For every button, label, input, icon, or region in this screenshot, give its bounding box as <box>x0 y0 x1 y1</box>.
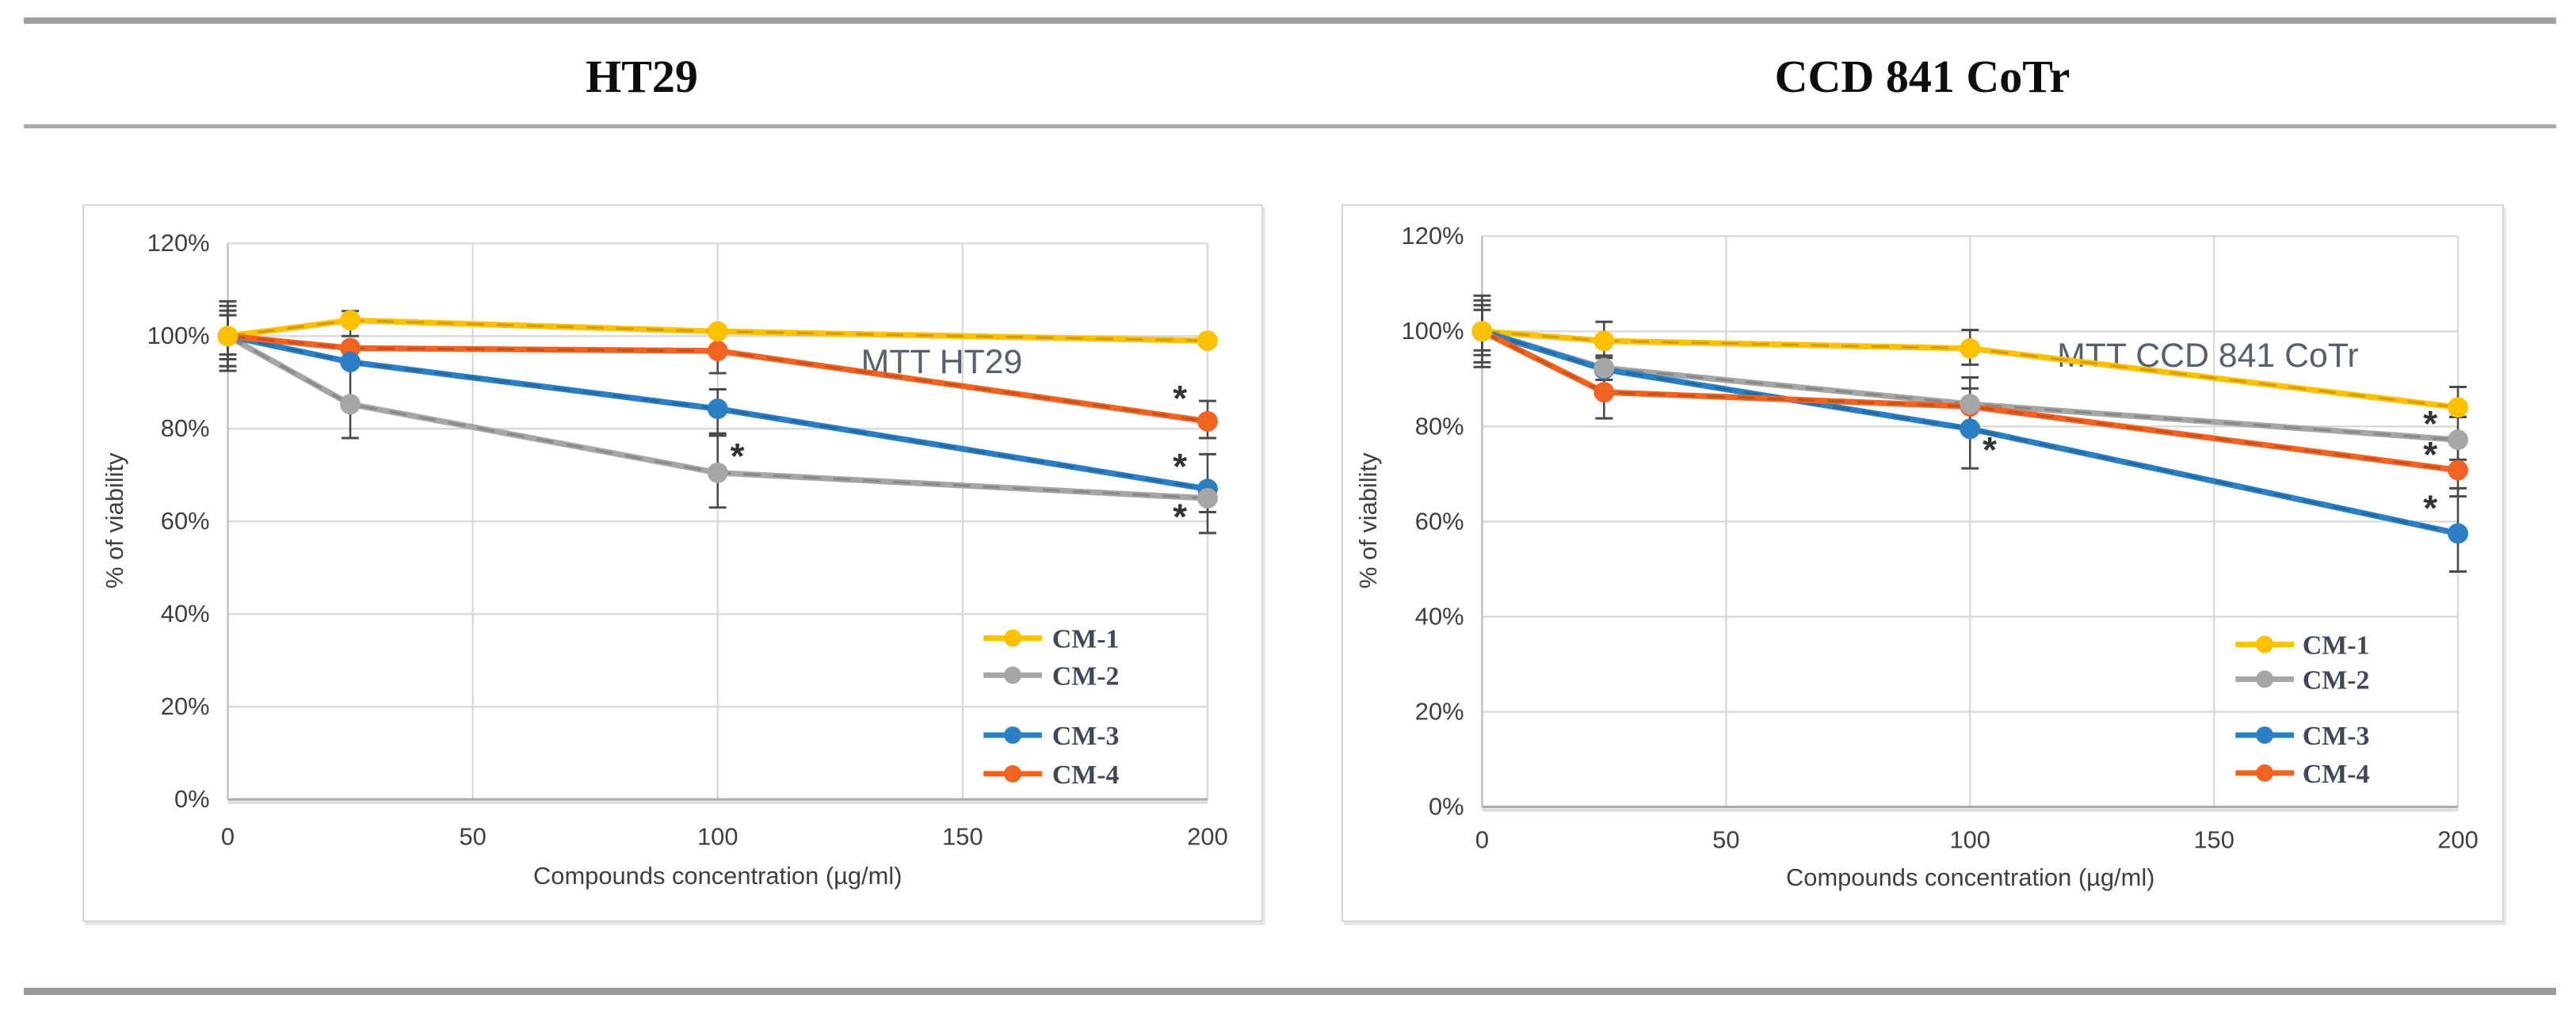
top-rule <box>24 17 2556 24</box>
x-axis-tick-label: 0 <box>221 822 235 850</box>
series-line-CM-2 <box>224 333 1211 501</box>
legend-item-CM-3: CM-3 <box>1052 722 1120 751</box>
series-line-gloss-CM-2 <box>227 334 1208 500</box>
data-point-CM-1 <box>1593 330 1615 352</box>
x-axis-tick-label: 150 <box>2193 825 2234 853</box>
series-line-CM-1 <box>1479 328 2461 411</box>
series-line-gloss-CM-3 <box>227 334 1208 490</box>
y-axis-tick-label: 20% <box>1415 698 1464 726</box>
right-panel-title: CCD 841 CoTr <box>1774 51 2070 102</box>
data-point-CM-1 <box>217 326 239 347</box>
legend-item-CM-4: CM-4 <box>2303 760 2370 789</box>
data-point-CM-2 <box>707 462 728 483</box>
x-axis-tick-label: 100 <box>1949 825 1990 853</box>
x-axis-tick-label: 50 <box>459 822 486 850</box>
legend-marker-CM-3 <box>1004 726 1022 744</box>
y-axis-tick-label: 120% <box>147 229 210 257</box>
y-axis-tick-label: 0% <box>174 785 210 813</box>
data-point-CM-4 <box>707 341 728 361</box>
x-axis-tick-label: 50 <box>1712 825 1739 853</box>
chart-title: MTT CCD 841 CoTr <box>2057 337 2358 375</box>
mtt-ccd841-chart: 120% 100% 80% 60% 40% 20% 0% 0 50 100 150 200 Compou… <box>1354 222 2479 891</box>
significance-asterisk: * <box>2423 403 2437 444</box>
legend-item-CM-4: CM-4 <box>1052 760 1120 790</box>
significance-asterisk: * <box>2423 488 2437 528</box>
x-axis-tick-label: 0 <box>1475 825 1489 853</box>
legend-marker-CM-1 <box>1004 629 1022 647</box>
data-point-CM-4 <box>2448 459 2468 481</box>
data-point-CM-1 <box>1960 337 1981 359</box>
significance-asterisk: * <box>731 436 745 476</box>
data-point-CM-2 <box>1960 394 1981 415</box>
y-axis-tick-label: 40% <box>1415 602 1464 630</box>
legend-item-CM-1: CM-1 <box>2303 631 2370 660</box>
y-axis-tick-label: 60% <box>1415 507 1464 535</box>
y-axis-tick-label: 120% <box>1402 222 1464 250</box>
x-axis-tick-label: 200 <box>1187 822 1228 850</box>
data-point-CM-2 <box>2448 429 2468 451</box>
significance-asterisk: * <box>1173 497 1187 537</box>
y-axis-tick-label: 80% <box>161 414 210 442</box>
chart-card-ccd841: 120% 100% 80% 60% 40% 20% 0% 0 50 100 150 200 Compou… <box>1341 204 2504 922</box>
significance-asterisk: * <box>2423 434 2437 474</box>
legend-marker-CM-2 <box>2256 670 2274 688</box>
significance-asterisk: * <box>1173 379 1187 419</box>
data-point-CM-1 <box>340 310 361 331</box>
data-point-CM-1 <box>1471 321 1493 342</box>
legend-marker-CM-1 <box>2256 635 2274 654</box>
left-panel-title: HT29 <box>586 51 698 102</box>
y-axis-tick-label: 60% <box>161 507 210 535</box>
data-point-CM-2 <box>1593 357 1615 379</box>
legend-item-CM-2: CM-2 <box>2303 665 2370 695</box>
data-point-CM-1 <box>1197 330 1218 352</box>
data-point-CM-3 <box>1960 418 1981 440</box>
data-point-CM-1 <box>707 321 728 342</box>
series-line-gloss-CM-4 <box>1481 330 2459 472</box>
significance-asterisk: * <box>1983 429 1997 470</box>
series-line-CM-4 <box>224 333 1211 425</box>
x-axis-tick-label: 150 <box>942 822 983 850</box>
legend-item-CM-3: CM-3 <box>2303 722 2370 751</box>
data-point-CM-3 <box>2448 523 2468 544</box>
data-point-CM-3 <box>340 352 361 372</box>
legend-marker-CM-4 <box>2256 764 2274 782</box>
data-point-CM-3 <box>707 398 728 420</box>
x-axis-tick-label: 100 <box>697 822 738 850</box>
legend-marker-CM-4 <box>1004 764 1022 783</box>
x-axis-title: Compounds concentration (µg/ml) <box>1786 863 2154 891</box>
data-point-CM-2 <box>340 394 361 415</box>
legend-item-CM-1: CM-1 <box>1052 625 1120 654</box>
series-line-gloss-CM-4 <box>227 334 1208 423</box>
series-line-gloss-CM-1 <box>227 318 1208 342</box>
legend-marker-CM-2 <box>1004 666 1022 684</box>
y-axis-title: % of viability <box>101 452 128 589</box>
y-axis-title: % of viability <box>1354 452 1382 589</box>
series-line-CM-3 <box>224 333 1211 493</box>
data-point-CM-2 <box>1197 488 1218 509</box>
mtt-ht29-chart: 120% 100% 80% 60% 40% 20% 0% 0 50 100 150 200 Compou… <box>101 229 1228 890</box>
series-line-CM-4 <box>1479 328 2461 474</box>
y-axis-tick-label: 100% <box>1402 317 1464 345</box>
x-axis-tick-label: 200 <box>2437 825 2479 853</box>
y-axis-tick-label: 0% <box>1429 793 1464 821</box>
series-line-CM-1 <box>224 317 1211 344</box>
significance-asterisk: * <box>1173 447 1187 487</box>
legend-item-CM-2: CM-2 <box>1052 661 1120 691</box>
chart-card-ht29: 120% 100% 80% 60% 40% 20% 0% 0 50 100 150 200 Compou… <box>82 204 1263 922</box>
y-axis-tick-label: 100% <box>147 322 210 349</box>
data-point-CM-1 <box>2448 397 2468 418</box>
header-divider-rule <box>24 124 2556 128</box>
y-axis-tick-label: 40% <box>161 600 210 627</box>
y-axis-tick-label: 20% <box>161 692 210 720</box>
x-axis-title: Compounds concentration (µg/ml) <box>533 862 902 890</box>
bottom-rule <box>24 988 2556 995</box>
series-line-gloss-CM-1 <box>1482 330 2459 409</box>
data-point-CM-4 <box>1197 410 1218 432</box>
legend-marker-CM-3 <box>2256 726 2274 744</box>
y-axis-tick-label: 80% <box>1415 412 1464 440</box>
data-point-CM-4 <box>1593 382 1615 403</box>
